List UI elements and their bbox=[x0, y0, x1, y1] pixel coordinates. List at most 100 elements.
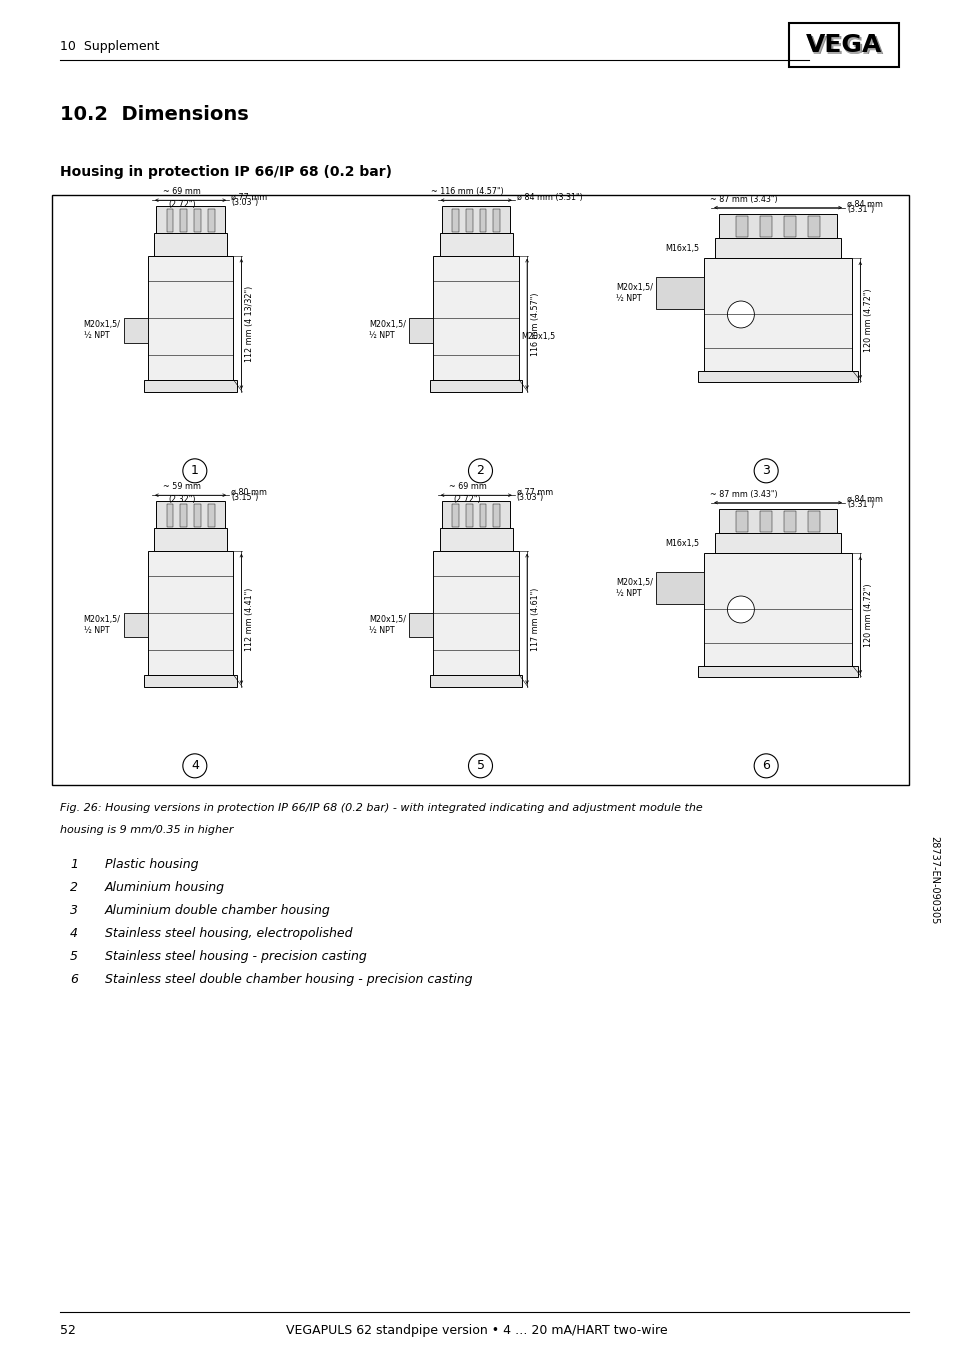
Text: M20x1,5: M20x1,5 bbox=[520, 332, 555, 341]
Bar bbox=[493, 504, 499, 527]
Text: 10.2  Dimensions: 10.2 Dimensions bbox=[60, 106, 249, 125]
Text: 3: 3 bbox=[761, 464, 769, 478]
Bar bbox=[736, 510, 747, 532]
Text: M20x1,5/
½ NPT: M20x1,5/ ½ NPT bbox=[616, 578, 653, 598]
Text: VEGA: VEGA bbox=[805, 32, 882, 57]
Bar bbox=[439, 233, 512, 256]
Text: VEGA: VEGA bbox=[807, 35, 883, 60]
Text: 3: 3 bbox=[70, 904, 78, 917]
Text: 1: 1 bbox=[191, 464, 198, 478]
Bar bbox=[718, 509, 837, 533]
Text: Fig. 26: Housing versions in protection IP 66/IP 68 (0.2 bar) - with integrated : Fig. 26: Housing versions in protection … bbox=[60, 803, 702, 812]
Bar bbox=[783, 217, 795, 237]
Bar bbox=[409, 318, 433, 343]
Bar bbox=[807, 217, 819, 237]
Text: M20x1,5/
½ NPT: M20x1,5/ ½ NPT bbox=[84, 616, 121, 635]
Bar bbox=[180, 209, 187, 232]
Text: M20x1,5/
½ NPT: M20x1,5/ ½ NPT bbox=[616, 283, 653, 303]
Text: ø 77 mm: ø 77 mm bbox=[517, 487, 553, 497]
Circle shape bbox=[754, 459, 778, 483]
Bar bbox=[465, 209, 473, 232]
Text: (3.31"): (3.31") bbox=[846, 204, 873, 214]
Bar bbox=[433, 551, 518, 674]
Bar bbox=[148, 256, 233, 379]
Text: M20x1,5/
½ NPT: M20x1,5/ ½ NPT bbox=[84, 321, 121, 340]
Text: (3.31"): (3.31") bbox=[846, 500, 873, 509]
Bar bbox=[52, 195, 908, 785]
Text: (3.15"): (3.15") bbox=[231, 493, 258, 502]
Bar bbox=[208, 504, 214, 527]
Text: (2.32"): (2.32") bbox=[168, 496, 195, 504]
Text: 117 mm (4.61"): 117 mm (4.61") bbox=[531, 588, 539, 651]
Bar bbox=[180, 504, 187, 527]
Bar bbox=[124, 613, 148, 638]
Text: ø 77 mm: ø 77 mm bbox=[231, 192, 267, 202]
Bar bbox=[433, 256, 518, 379]
Text: Aluminium double chamber housing: Aluminium double chamber housing bbox=[105, 904, 331, 917]
Bar bbox=[697, 666, 858, 677]
Text: ø 84 mm: ø 84 mm bbox=[846, 496, 882, 504]
Bar bbox=[479, 209, 486, 232]
Text: Aluminium housing: Aluminium housing bbox=[105, 881, 225, 894]
Text: 5: 5 bbox=[476, 760, 484, 772]
Bar bbox=[156, 206, 225, 233]
Bar bbox=[439, 528, 512, 551]
Text: M16x1,5: M16x1,5 bbox=[665, 539, 700, 548]
Text: 52: 52 bbox=[60, 1324, 76, 1336]
Bar bbox=[154, 528, 227, 551]
Bar bbox=[783, 510, 795, 532]
Bar bbox=[430, 379, 522, 393]
Bar bbox=[718, 214, 837, 238]
Text: ~ 87 mm (3.43"): ~ 87 mm (3.43") bbox=[709, 195, 777, 203]
Bar bbox=[465, 504, 473, 527]
Text: Plastic housing: Plastic housing bbox=[105, 858, 198, 871]
Bar bbox=[193, 209, 201, 232]
Text: 112 mm (4.41"): 112 mm (4.41") bbox=[245, 588, 254, 651]
Circle shape bbox=[727, 301, 754, 328]
Bar bbox=[441, 206, 510, 233]
Bar bbox=[493, 209, 499, 232]
Text: (2.72"): (2.72") bbox=[454, 496, 481, 504]
Bar bbox=[208, 209, 214, 232]
Text: 116 mm (4.57"): 116 mm (4.57") bbox=[531, 292, 539, 356]
Bar bbox=[479, 504, 486, 527]
Text: (2.72"): (2.72") bbox=[168, 200, 195, 210]
Bar bbox=[441, 501, 510, 528]
Bar bbox=[193, 504, 201, 527]
Bar bbox=[760, 217, 771, 237]
Bar bbox=[452, 504, 458, 527]
Text: Stainless steel housing - precision casting: Stainless steel housing - precision cast… bbox=[105, 951, 366, 963]
Text: M20x1,5/
½ NPT: M20x1,5/ ½ NPT bbox=[369, 616, 406, 635]
Text: Stainless steel housing, electropolished: Stainless steel housing, electropolished bbox=[105, 927, 352, 940]
Text: VEGA: VEGA bbox=[806, 34, 882, 58]
Text: (3.03"): (3.03") bbox=[231, 198, 258, 207]
Bar bbox=[156, 501, 225, 528]
Text: 5: 5 bbox=[70, 951, 78, 963]
Bar bbox=[430, 674, 522, 686]
Text: 10  Supplement: 10 Supplement bbox=[60, 41, 159, 53]
Text: ~ 69 mm: ~ 69 mm bbox=[163, 187, 201, 196]
Text: (3.03"): (3.03") bbox=[517, 493, 543, 502]
Text: 2: 2 bbox=[70, 881, 78, 894]
Bar bbox=[714, 533, 841, 554]
Bar bbox=[452, 209, 458, 232]
Bar bbox=[714, 238, 841, 259]
Bar bbox=[144, 674, 236, 686]
Bar bbox=[697, 371, 858, 382]
Text: 4: 4 bbox=[70, 927, 78, 940]
Bar bbox=[703, 259, 851, 371]
Text: 120 mm (4.72"): 120 mm (4.72") bbox=[863, 584, 872, 647]
Bar bbox=[703, 554, 851, 666]
Bar bbox=[144, 379, 236, 393]
Text: ~ 87 mm (3.43"): ~ 87 mm (3.43") bbox=[709, 490, 777, 498]
Bar bbox=[124, 318, 148, 343]
Bar bbox=[167, 504, 173, 527]
Text: ~ 116 mm (4.57"): ~ 116 mm (4.57") bbox=[431, 187, 503, 196]
Text: 112 mm (4 13/32"): 112 mm (4 13/32") bbox=[245, 286, 254, 362]
Bar bbox=[656, 278, 703, 309]
Circle shape bbox=[727, 596, 754, 623]
Bar bbox=[760, 510, 771, 532]
Text: M16x1,5: M16x1,5 bbox=[665, 244, 700, 253]
Bar bbox=[656, 573, 703, 604]
Text: ø 84 mm: ø 84 mm bbox=[846, 200, 882, 209]
